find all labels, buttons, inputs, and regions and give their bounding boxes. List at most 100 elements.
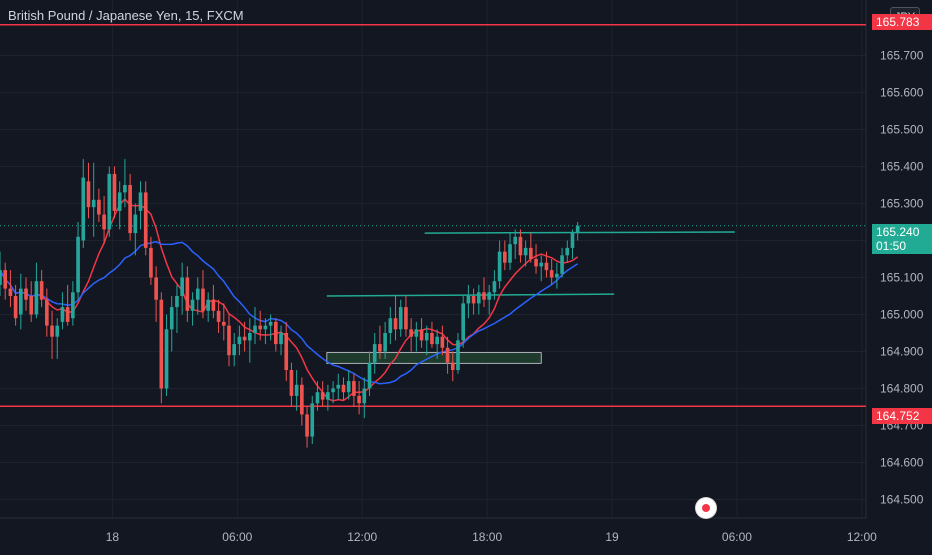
candle-body[interactable] [263, 325, 268, 330]
candle-body[interactable] [497, 251, 502, 282]
candle-body[interactable] [128, 185, 132, 234]
candle-body[interactable] [45, 299, 49, 326]
candle-body[interactable] [341, 384, 346, 393]
candle-body[interactable] [549, 270, 554, 278]
candle-body[interactable] [508, 244, 512, 263]
candle-body[interactable] [107, 173, 112, 230]
candle-body[interactable] [430, 333, 434, 345]
candle-body[interactable] [570, 233, 575, 248]
candle-body[interactable] [575, 225, 580, 234]
candle-body[interactable] [237, 336, 242, 345]
candle-body[interactable] [435, 336, 439, 345]
candle-body[interactable] [18, 288, 23, 315]
candle-body[interactable] [482, 292, 486, 300]
candle-body[interactable] [565, 247, 570, 256]
trend-line[interactable] [326, 293, 615, 297]
candle-body[interactable] [398, 307, 403, 330]
candle-body[interactable] [388, 318, 393, 333]
candle-body[interactable] [216, 310, 221, 322]
candle-body[interactable] [539, 262, 544, 267]
candle-body[interactable] [102, 214, 106, 230]
candle-body[interactable] [555, 273, 559, 278]
candle-body[interactable] [331, 388, 335, 393]
candle-body[interactable] [346, 381, 351, 393]
trend-line[interactable] [424, 231, 735, 234]
candle-body[interactable] [91, 199, 96, 208]
candle-body[interactable] [409, 329, 413, 337]
candle-body[interactable] [117, 192, 122, 211]
candle-body[interactable] [97, 199, 101, 215]
candle-body[interactable] [523, 247, 528, 256]
candle-body[interactable] [55, 325, 60, 337]
candle-body[interactable] [274, 321, 278, 345]
candle-body[interactable] [419, 329, 424, 341]
candle-body[interactable] [440, 336, 445, 348]
candle-body[interactable] [8, 288, 13, 296]
candle-body[interactable] [221, 321, 226, 326]
candle-body[interactable] [383, 333, 387, 352]
candle-body[interactable] [502, 251, 507, 263]
candle-body[interactable] [154, 277, 158, 300]
candle-body[interactable] [253, 325, 257, 333]
candle-body[interactable] [461, 303, 466, 341]
candle-body[interactable] [466, 296, 471, 304]
candle-body[interactable] [169, 307, 174, 330]
alert-target-icon[interactable] [696, 498, 716, 518]
candle-body[interactable] [279, 333, 283, 345]
candle-body[interactable] [456, 340, 460, 370]
candle-body[interactable] [149, 247, 153, 278]
candle-body[interactable] [71, 292, 75, 319]
candle-body[interactable] [445, 347, 450, 363]
candle-body[interactable] [294, 384, 299, 396]
candle-body[interactable] [138, 192, 143, 211]
candle-body[interactable] [190, 299, 195, 311]
candle-body[interactable] [39, 281, 44, 300]
candle-body[interactable] [393, 318, 398, 330]
lower-level-price-tag[interactable]: 164.752 [872, 408, 932, 424]
candle-body[interactable] [284, 333, 289, 370]
candle-body[interactable] [414, 329, 419, 337]
candle-body[interactable] [180, 277, 184, 297]
candle-body[interactable] [315, 392, 320, 404]
candles-layer[interactable] [0, 159, 580, 448]
candle-body[interactable] [3, 270, 8, 289]
candle-body[interactable] [34, 281, 39, 315]
candle-body[interactable] [206, 299, 210, 311]
candle-body[interactable] [372, 344, 377, 363]
candle-body[interactable] [404, 307, 408, 330]
candle-body[interactable] [362, 388, 367, 404]
candle-body[interactable] [175, 296, 179, 308]
candle-body[interactable] [258, 325, 263, 330]
candle-body[interactable] [65, 307, 70, 322]
candle-body[interactable] [424, 333, 429, 341]
candle-body[interactable] [305, 414, 309, 437]
candle-body[interactable] [529, 247, 533, 259]
candle-body[interactable] [513, 236, 518, 245]
time-axis[interactable]: 18 06:00 12:00 18:00 19 06:00 12:00 [106, 530, 877, 544]
candle-body[interactable] [227, 325, 231, 356]
candle-body[interactable] [143, 192, 148, 248]
candle-body[interactable] [29, 296, 34, 315]
candle-body[interactable] [159, 299, 164, 389]
candle-body[interactable] [560, 255, 564, 274]
candle-body[interactable] [289, 370, 294, 396]
top-level-price-tag[interactable]: 165.783 [872, 14, 932, 30]
candle-body[interactable] [242, 336, 247, 341]
candle-body[interactable] [185, 277, 190, 311]
candle-body[interactable] [0, 270, 2, 285]
candle-body[interactable] [336, 384, 341, 389]
candle-body[interactable] [211, 299, 216, 311]
candle-body[interactable] [471, 296, 476, 304]
candle-body[interactable] [300, 384, 304, 415]
candle-body[interactable] [487, 292, 492, 300]
candle-body[interactable] [232, 344, 237, 356]
candle-body[interactable] [320, 392, 325, 400]
candle-body[interactable] [268, 321, 273, 326]
candle-body[interactable] [76, 236, 80, 293]
candle-body[interactable] [81, 177, 86, 241]
candle-body[interactable] [534, 259, 538, 267]
candle-body[interactable] [544, 262, 549, 271]
candle-body[interactable] [518, 236, 523, 256]
